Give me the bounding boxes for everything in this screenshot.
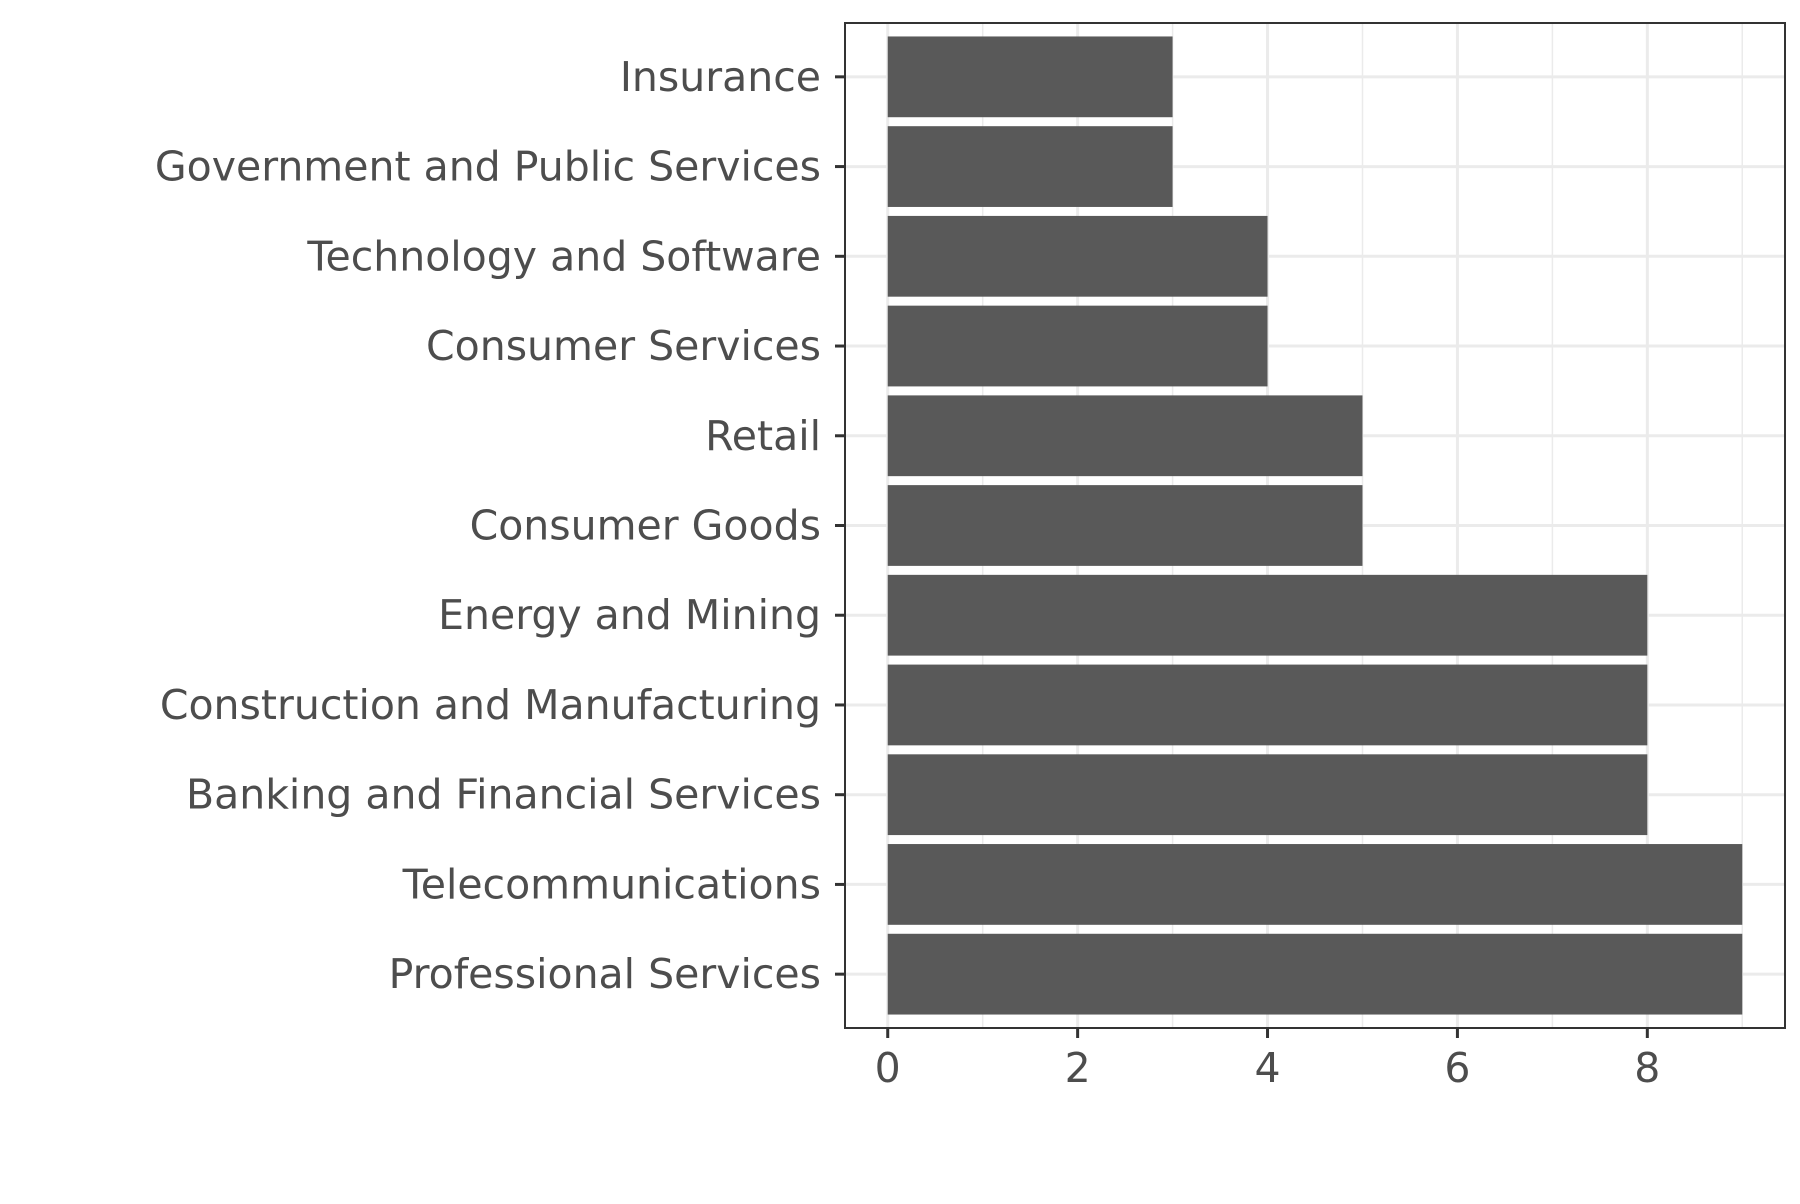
y-axis-labels: Insurance Government and Public Services T…	[155, 53, 821, 998]
y-tick-label: Telecommunications	[402, 860, 821, 908]
bar	[887, 126, 1173, 207]
bars	[887, 36, 1743, 1015]
y-axis-ticks	[835, 75, 845, 976]
y-tick-label: Professional Services	[389, 950, 821, 998]
y-tick-label: Technology and Software	[306, 232, 821, 280]
y-tick-label: Government and Public Services	[155, 143, 821, 191]
x-tick-label: 8	[1634, 1044, 1660, 1092]
bar	[887, 215, 1268, 297]
bar	[887, 664, 1648, 746]
x-axis-labels: 0 2 4 6 8	[875, 1044, 1661, 1092]
y-tick-label: Energy and Mining	[438, 591, 821, 639]
x-tick-label: 6	[1444, 1044, 1470, 1092]
y-tick-label: Banking and Financial Services	[186, 771, 821, 819]
x-tick-label: 0	[875, 1044, 901, 1092]
x-axis-ticks	[886, 1028, 1649, 1038]
x-tick-label: 2	[1065, 1044, 1091, 1092]
y-tick-label: Construction and Manufacturing	[160, 681, 821, 729]
bar	[887, 933, 1743, 1015]
bar	[887, 36, 1173, 118]
bar	[887, 305, 1268, 387]
y-tick-label: Consumer Services	[426, 322, 821, 370]
bar	[887, 574, 1648, 656]
bar	[887, 754, 1648, 836]
x-tick-label: 4	[1254, 1044, 1280, 1092]
bar	[887, 485, 1363, 566]
y-tick-label: Insurance	[620, 53, 821, 101]
bar	[887, 395, 1363, 477]
y-tick-label: Retail	[705, 412, 821, 460]
y-tick-label: Consumer Goods	[470, 502, 821, 550]
bar	[887, 844, 1743, 925]
